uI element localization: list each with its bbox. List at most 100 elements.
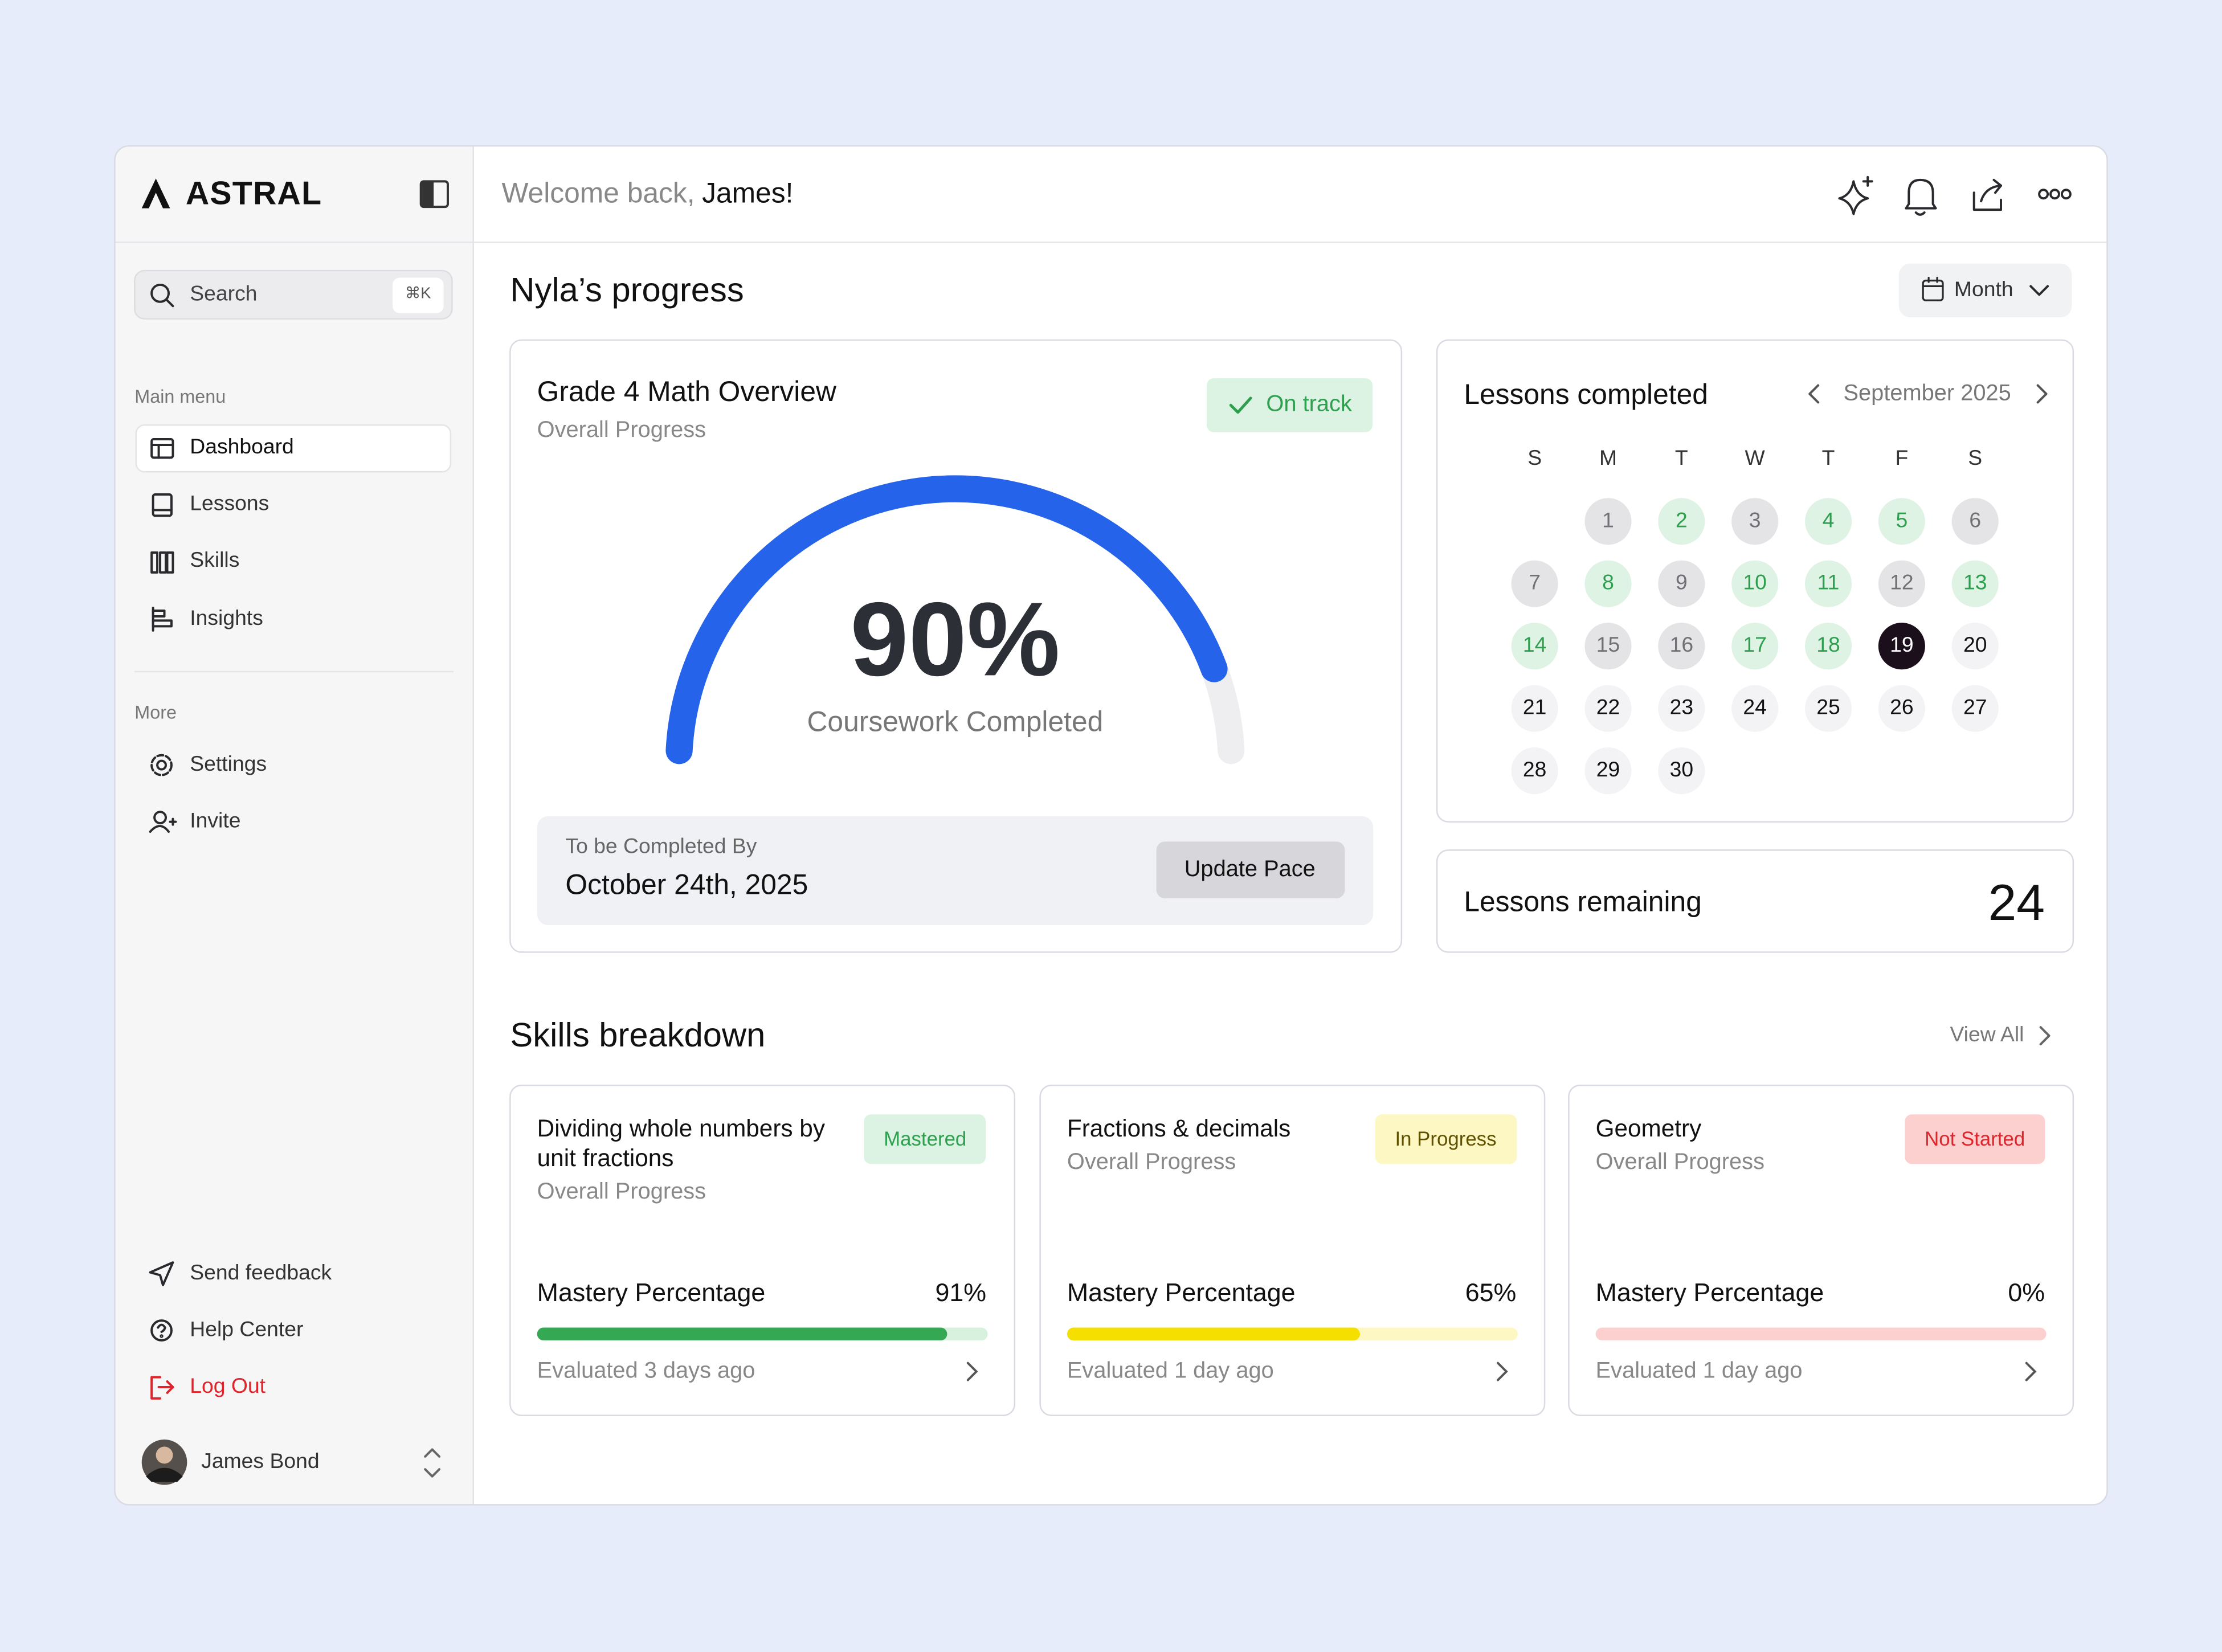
share-icon[interactable]: [1972, 178, 2002, 211]
search-placeholder[interactable]: Search: [190, 281, 258, 306]
day-circle: [1951, 498, 1999, 545]
skills-icon: [150, 551, 159, 574]
more-icon[interactable]: [2038, 189, 2072, 200]
evaluated: Evaluated 3 days ago: [537, 1359, 755, 1384]
metric-label: Mastery Percentage: [1595, 1278, 1824, 1307]
share-icon[interactable]: [1972, 191, 2002, 211]
day[interactable]: 30: [1669, 758, 1694, 782]
day[interactable]: 21: [1522, 696, 1547, 720]
menu-item[interactable]: Skills: [190, 548, 240, 573]
day-circle: [1731, 623, 1779, 670]
menu-item[interactable]: Lessons: [190, 492, 269, 516]
day[interactable]: 26: [1890, 696, 1914, 720]
user-switch[interactable]: [424, 1448, 441, 1478]
ai-icon[interactable]: [1838, 175, 1873, 215]
day-circle: [1878, 623, 1925, 670]
menu-item[interactable]: Help Center: [190, 1318, 304, 1342]
day[interactable]: 15: [1596, 633, 1620, 658]
weekday: M: [1599, 446, 1618, 471]
progress-bar: [1067, 1327, 1361, 1340]
more-icon[interactable]: [2049, 189, 2060, 200]
day[interactable]: 23: [1669, 696, 1694, 720]
menu-item[interactable]: Settings: [190, 752, 267, 777]
menu-item[interactable]: Send feedback: [190, 1261, 332, 1285]
menu-item[interactable]: Insights: [190, 606, 263, 631]
view-all-chevron[interactable]: [2039, 1026, 2051, 1046]
avatar: [156, 1446, 173, 1464]
day[interactable]: 7: [1529, 571, 1541, 595]
more-icon[interactable]: [2060, 189, 2072, 200]
day-circle: [1878, 560, 1925, 607]
insights-icon: [152, 607, 173, 632]
user-switch[interactable]: [424, 1448, 441, 1458]
button-label[interactable]: Update Pace: [1184, 857, 1316, 882]
day[interactable]: 19: [1890, 633, 1914, 658]
day[interactable]: 2: [1675, 508, 1688, 533]
day[interactable]: 13: [1963, 571, 1987, 595]
share-icon[interactable]: [1992, 178, 2002, 194]
card-chevron[interactable]: [2025, 1361, 2037, 1381]
day[interactable]: 3: [1749, 508, 1761, 533]
sidebar-toggle[interactable]: [420, 181, 434, 207]
active-item[interactable]: [135, 424, 452, 473]
day[interactable]: 27: [1963, 696, 1987, 720]
day[interactable]: 29: [1596, 758, 1620, 782]
day[interactable]: 24: [1743, 696, 1767, 720]
day[interactable]: 4: [1822, 508, 1835, 533]
menu-item[interactable]: Invite: [190, 809, 241, 833]
menu-item[interactable]: Dashboard: [190, 435, 294, 459]
menu-item[interactable]: Log Out: [190, 1374, 266, 1399]
day[interactable]: 10: [1743, 571, 1767, 595]
day[interactable]: 6: [1969, 508, 1982, 533]
skills-icon: [150, 551, 174, 574]
day-circle: [1584, 498, 1632, 545]
skill-badge: In Progress: [1375, 1114, 1517, 1164]
search-icon: [166, 299, 174, 308]
help-icon: [160, 1334, 164, 1338]
status-text: On track: [1266, 392, 1352, 418]
view-all[interactable]: View All: [1950, 1023, 2024, 1048]
next-month[interactable]: [2036, 384, 2048, 404]
day-circle: [1658, 623, 1705, 670]
card-chevron[interactable]: [1497, 1361, 1508, 1381]
day[interactable]: 11: [1817, 571, 1840, 595]
day[interactable]: 14: [1522, 633, 1547, 658]
calendar-days: [1511, 498, 1999, 795]
card-chevron[interactable]: [966, 1361, 978, 1381]
ai-icon[interactable]: [1862, 175, 1873, 187]
search-box[interactable]: [134, 269, 453, 320]
gauge-caption: Coursework Completed: [807, 707, 1104, 738]
day[interactable]: 12: [1890, 571, 1914, 595]
day[interactable]: 1: [1602, 508, 1614, 533]
day[interactable]: 18: [1816, 633, 1840, 658]
period-button[interactable]: [1898, 263, 2072, 318]
bell-icon[interactable]: [1905, 178, 1937, 210]
day[interactable]: 9: [1675, 571, 1688, 595]
ai-icon[interactable]: [1838, 180, 1869, 215]
day[interactable]: 20: [1963, 633, 1987, 658]
day[interactable]: 28: [1522, 758, 1547, 782]
bell-icon[interactable]: [1914, 211, 1926, 216]
day[interactable]: 5: [1896, 508, 1908, 533]
sidebar-toggle[interactable]: [419, 180, 449, 208]
card-title: Grade 4 Math Overview: [537, 377, 836, 408]
more-icon[interactable]: [2038, 189, 2049, 200]
greeting-greeting: Welcome back,: [501, 178, 695, 210]
day[interactable]: 8: [1602, 571, 1614, 595]
period[interactable]: Month: [1954, 277, 2013, 302]
month-label: September 2025: [1843, 382, 2011, 406]
user-switch[interactable]: [424, 1468, 441, 1478]
update-button[interactable]: [1156, 841, 1345, 898]
day[interactable]: 17: [1743, 633, 1767, 658]
progress-track: [1595, 1327, 2047, 1340]
skill-badge: Mastered: [864, 1114, 987, 1164]
day[interactable]: 22: [1596, 696, 1620, 720]
prev-month[interactable]: [1808, 384, 1820, 404]
user-name: James Bond: [201, 1449, 320, 1474]
day[interactable]: 25: [1816, 696, 1840, 720]
skill-subtitle: Overall Progress: [1067, 1150, 1236, 1175]
bell-icon[interactable]: [1905, 178, 1937, 216]
day[interactable]: 16: [1669, 633, 1694, 658]
share-icon[interactable]: [1980, 184, 2002, 203]
